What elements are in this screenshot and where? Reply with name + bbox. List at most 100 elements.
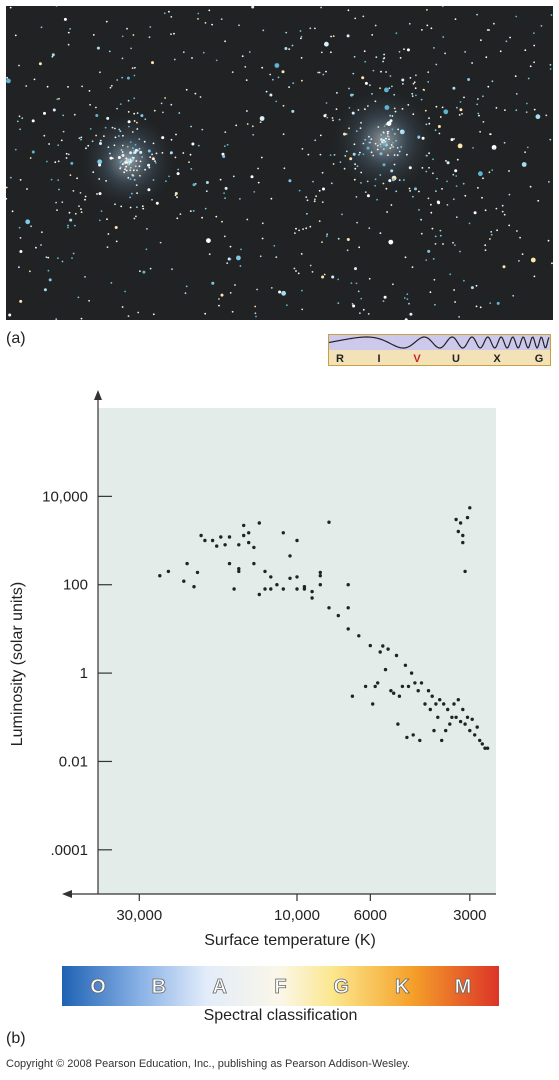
star-dot	[295, 270, 297, 272]
star-dot	[473, 211, 477, 215]
star-dot	[245, 79, 248, 81]
star-dot	[487, 85, 490, 88]
star-dot	[154, 160, 156, 163]
star-dot	[149, 267, 152, 270]
star-dot	[126, 27, 128, 30]
star-dot	[388, 138, 390, 141]
star-dot	[133, 151, 137, 154]
star-dot	[459, 108, 463, 112]
star-dot	[100, 210, 103, 213]
star-dot	[454, 18, 457, 20]
star-dot	[441, 6, 444, 8]
star-dot	[35, 246, 37, 249]
star-data-point	[444, 728, 448, 733]
star-dot	[358, 153, 360, 156]
star-dot	[362, 153, 365, 156]
star-dot	[136, 121, 138, 124]
star-dot	[367, 105, 369, 107]
star-dot	[177, 168, 180, 171]
star-dot	[134, 143, 137, 146]
star-dot	[355, 130, 358, 132]
star-dot	[320, 51, 323, 54]
star-dot	[137, 311, 140, 314]
star-dot	[178, 112, 181, 114]
star-dot	[379, 232, 382, 235]
star-dot	[189, 210, 192, 213]
star-dot	[370, 138, 373, 141]
star-dot	[282, 104, 285, 107]
star-dot	[97, 159, 103, 165]
star-dot	[406, 153, 408, 156]
band-x-label: X	[493, 353, 501, 365]
star-dot	[95, 114, 99, 117]
star-dot	[43, 288, 47, 292]
star-dot	[348, 87, 350, 90]
star-data-point	[418, 738, 422, 743]
star-dot	[18, 226, 21, 229]
star-dot	[69, 174, 72, 177]
star-dot	[393, 107, 396, 110]
star-data-point	[461, 540, 465, 545]
star-data-point	[215, 544, 219, 548]
star-dot	[418, 209, 420, 211]
star-dot	[344, 155, 347, 157]
spectral-class-m: M	[455, 976, 472, 998]
star-dot	[427, 197, 430, 200]
star-dot	[25, 85, 28, 87]
star-dot	[220, 18, 223, 20]
star-dot	[330, 35, 332, 38]
star-dot	[80, 138, 82, 141]
star-dot	[292, 82, 295, 84]
star-dot	[413, 81, 416, 84]
star-dot	[133, 112, 136, 115]
spectral-caption: Spectral classification	[203, 1007, 358, 1024]
star-dot	[302, 228, 304, 231]
star-dot	[426, 24, 429, 27]
star-dot	[318, 189, 321, 192]
star-dot	[452, 86, 456, 90]
star-dot	[362, 15, 365, 18]
star-dot	[435, 105, 438, 108]
star-dot	[346, 34, 350, 38]
star-dot	[403, 48, 405, 51]
star-dot	[537, 199, 540, 202]
star-dot	[121, 153, 125, 157]
star-dot	[191, 142, 195, 146]
star-dot	[131, 67, 134, 69]
star-dot	[374, 24, 377, 27]
star-data-point	[411, 733, 415, 737]
star-dot	[160, 102, 163, 105]
star-data-point	[247, 540, 251, 545]
star-data-point	[456, 698, 460, 702]
star-dot	[391, 178, 395, 182]
star-dot	[67, 31, 70, 34]
star-dot	[484, 209, 487, 212]
star-dot	[297, 272, 300, 275]
star-data-point	[465, 715, 470, 719]
star-dot	[151, 198, 153, 201]
star-dot	[246, 123, 249, 125]
star-dot	[341, 213, 343, 216]
star-dot	[80, 317, 83, 320]
star-dot	[432, 158, 434, 161]
star-dot	[47, 269, 50, 272]
star-dot	[499, 50, 502, 53]
star-dot	[63, 17, 67, 21]
star-dot	[399, 57, 402, 59]
star-dot	[293, 267, 296, 270]
star-dot	[319, 153, 322, 156]
star-dot	[223, 192, 226, 195]
star-dot	[452, 198, 455, 201]
star-dot	[208, 9, 211, 12]
star-dot	[330, 51, 332, 54]
star-dot	[379, 143, 382, 146]
star-dot	[19, 250, 23, 253]
star-dot	[120, 160, 123, 162]
star-dot	[251, 125, 254, 128]
star-data-point	[223, 543, 227, 547]
star-dot	[493, 22, 495, 25]
star-data-point	[458, 719, 463, 724]
star-dot	[58, 97, 60, 100]
star-dot	[533, 44, 536, 47]
